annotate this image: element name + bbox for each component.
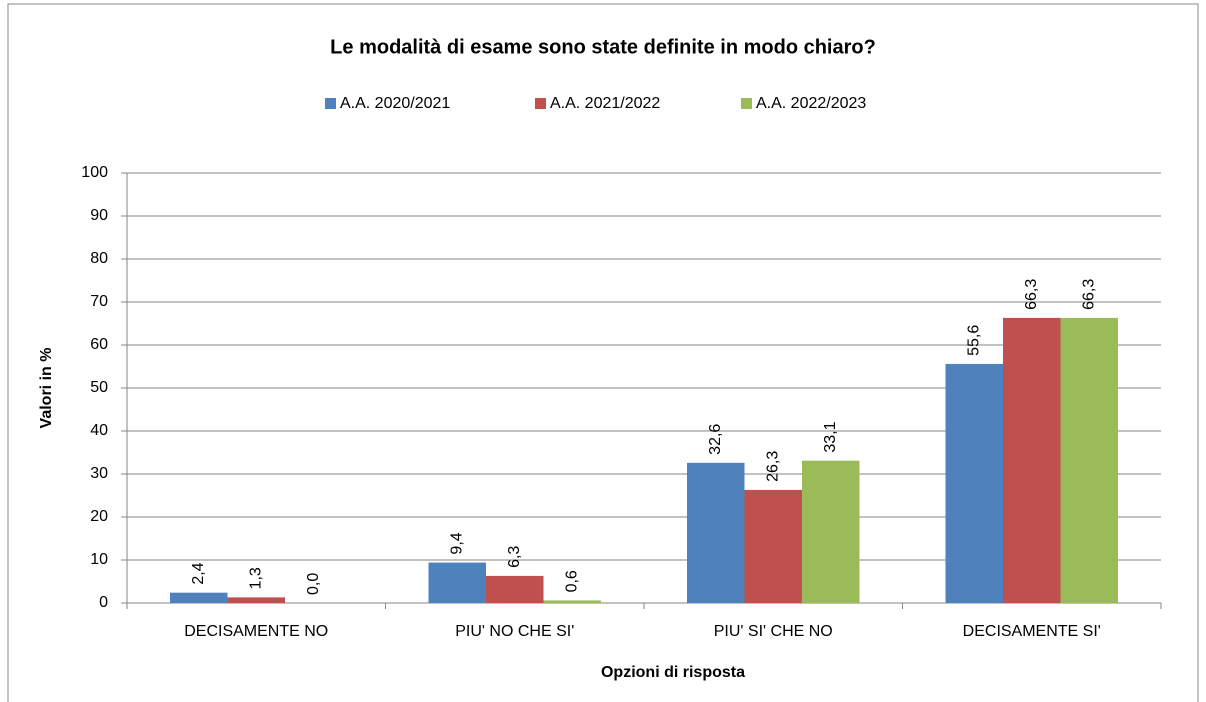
bar — [227, 597, 285, 603]
data-label: 2,4 — [190, 562, 207, 584]
x-tick-label: DECISAMENTE NO — [184, 623, 328, 640]
data-label: 33,1 — [822, 421, 839, 452]
y-tick-label: 90 — [90, 207, 108, 224]
x-axis-title: Opzioni di risposta — [601, 664, 745, 681]
x-tick-label: PIU' NO CHE SI' — [455, 623, 574, 640]
data-label: 9,4 — [448, 532, 465, 554]
bar — [802, 460, 860, 603]
y-tick-label: 40 — [90, 422, 108, 439]
bar — [945, 363, 1003, 603]
data-label: 32,6 — [707, 424, 724, 455]
y-tick-label: 0 — [99, 594, 108, 611]
data-label: 6,3 — [506, 546, 523, 568]
data-label: 26,3 — [764, 451, 781, 482]
legend-label: A.A. 2020/2021 — [340, 95, 450, 112]
bar — [1060, 317, 1118, 603]
data-label: 66,3 — [1023, 279, 1040, 310]
x-tick-label: DECISAMENTE SI' — [963, 623, 1101, 640]
chart-title: Le modalità di esame sono state definite… — [330, 36, 876, 58]
data-label: 66,3 — [1080, 279, 1097, 310]
bar — [428, 562, 486, 603]
y-axis-title: Valori in % — [38, 348, 55, 429]
y-tick-label: 80 — [90, 250, 108, 267]
legend-label: A.A. 2022/2023 — [756, 95, 866, 112]
bar — [687, 462, 745, 603]
legend-swatch — [535, 98, 546, 109]
y-tick-label: 60 — [90, 336, 108, 353]
y-tick-label: 10 — [90, 551, 108, 568]
chart-frame — [7, 3, 1199, 702]
bar — [170, 592, 228, 603]
legend-swatch — [741, 98, 752, 109]
data-label: 55,6 — [965, 325, 982, 356]
legend-label: A.A. 2021/2022 — [550, 95, 660, 112]
bar — [744, 489, 802, 603]
y-tick-label: 70 — [90, 293, 108, 310]
data-label: 0,0 — [305, 573, 322, 595]
y-tick-label: 50 — [90, 379, 108, 396]
bar — [1003, 317, 1061, 603]
y-tick-label: 100 — [81, 164, 108, 181]
y-tick-label: 20 — [90, 508, 108, 525]
x-tick-label: PIU' SI' CHE NO — [714, 623, 833, 640]
data-label: 1,3 — [247, 567, 264, 589]
y-tick-label: 30 — [90, 465, 108, 482]
legend-swatch — [325, 98, 336, 109]
bar — [543, 600, 601, 603]
bar — [486, 575, 544, 603]
data-label: 0,6 — [563, 570, 580, 592]
